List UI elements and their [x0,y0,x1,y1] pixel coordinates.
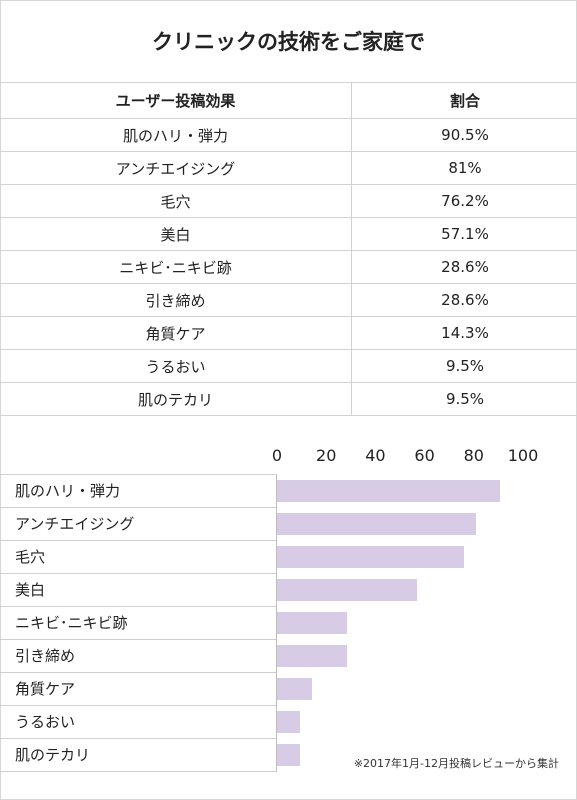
category-label: 肌のハリ・弾力 [15,482,121,500]
effect-cell: 毛穴 [0,184,352,218]
table-row: 角質ケア 14.3% [0,316,577,350]
table-header-row: ユーザー投稿効果 割合 [0,82,577,119]
category-row: 角質ケア [0,672,276,705]
ratio-cell: 81% [351,151,577,185]
ratio-cell: 14.3% [351,316,577,350]
table-row: アンチエイジング 81% [0,151,577,185]
effect-cell: ニキビ･ニキビ跡 [0,250,352,284]
ratio-cell: 90.5% [351,118,577,152]
x-tick-label: 20 [316,446,337,465]
category-row: うるおい [0,705,276,738]
effect-cell: 肌のハリ・弾力 [0,118,352,152]
category-row: 肌のハリ・弾力 [0,474,276,507]
effect-cell: 肌のテカリ [0,382,352,416]
table-row: 肌のテカリ 9.5% [0,382,577,416]
bar [277,578,418,601]
bar-chart: 0 20 40 60 80 100 肌のハリ・弾力 アンチエイジング 毛穴美白ニキビ･ニキビ跡… [0,440,577,772]
effect-cell: うるおい [0,349,352,383]
category-row: アンチエイジング [0,507,276,540]
category-label: アンチエイジング [15,515,135,533]
ratio-cell: 9.5% [351,349,577,383]
category-label: 引き締め [15,647,76,665]
category-row: 美白 [0,573,276,606]
footnote: ※2017年1月-12月投稿レビューから集計 [353,757,559,770]
effects-table: ユーザー投稿効果 割合 肌のハリ・弾力 90.5% アンチエイジング 81% 毛穴 76.… [0,82,577,416]
ratio-cell: 28.6% [351,250,577,284]
category-label: うるおい [15,713,76,731]
category-label: 角質ケア [15,680,76,698]
bar [277,479,500,502]
category-row: 毛穴 [0,540,276,573]
x-tick-label: 40 [365,446,386,465]
x-tick-label: 100 [507,446,539,465]
ratio-cell: 76.2% [351,184,577,218]
effect-cell: 美白 [0,217,352,251]
bar [277,545,465,568]
bar [277,677,313,700]
effect-cell: 角質ケア [0,316,352,350]
column-header-effect: ユーザー投稿効果 [0,82,352,119]
x-tick-label: 0 [271,446,283,465]
page-title: クリニックの技術をご家庭で [152,30,425,54]
bar [277,743,301,766]
ratio-cell: 57.1% [351,217,577,251]
table-row: 美白 57.1% [0,217,577,251]
table-row: 毛穴 76.2% [0,184,577,218]
ratio-cell: 9.5% [351,382,577,416]
x-tick-label: 80 [463,446,484,465]
effect-cell: 引き締め [0,283,352,317]
bar [277,644,348,667]
bar [277,710,301,733]
category-label: 毛穴 [15,548,46,566]
category-row: 引き締め [0,639,276,672]
ratio-cell: 28.6% [351,283,577,317]
category-label: 美白 [15,581,46,599]
effect-cell: アンチエイジング [0,151,352,185]
x-tick-label: 60 [414,446,435,465]
table-row: うるおい 9.5% [0,349,577,383]
column-header-ratio: 割合 [351,82,577,119]
table-row: 引き締め 28.6% [0,283,577,317]
table-row: ニキビ･ニキビ跡 28.6% [0,250,577,284]
category-row: ニキビ･ニキビ跡 [0,606,276,639]
table-row: 肌のハリ・弾力 90.5% [0,118,577,152]
category-row: 肌のテカリ [0,738,276,772]
y-axis-line [276,474,277,772]
category-label: 肌のテカリ [15,746,91,764]
bar [277,512,477,535]
category-label: ニキビ･ニキビ跡 [15,614,128,632]
bar [277,611,348,634]
